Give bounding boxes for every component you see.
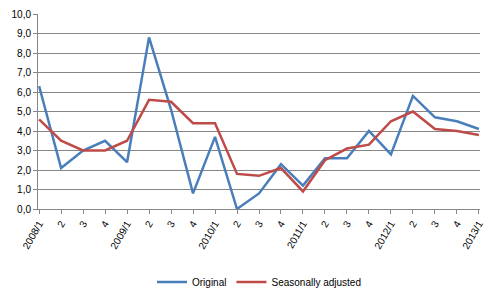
svg-text:10,0: 10,0 xyxy=(12,9,32,20)
svg-text:2: 2 xyxy=(231,219,244,230)
svg-text:4: 4 xyxy=(363,219,376,230)
svg-text:2013/1: 2013/1 xyxy=(460,219,485,251)
svg-text:6,0: 6,0 xyxy=(17,87,31,98)
svg-text:2: 2 xyxy=(143,219,156,230)
svg-text:2: 2 xyxy=(319,219,332,230)
svg-text:2010/1: 2010/1 xyxy=(196,219,221,251)
svg-text:2011/1: 2011/1 xyxy=(285,219,310,251)
svg-text:2012/1: 2012/1 xyxy=(372,219,397,251)
svg-text:3: 3 xyxy=(253,219,266,230)
svg-text:5,0: 5,0 xyxy=(17,106,31,117)
svg-text:9,0: 9,0 xyxy=(17,28,31,39)
svg-text:4: 4 xyxy=(99,219,112,230)
svg-text:4,0: 4,0 xyxy=(17,126,31,137)
svg-text:2009/1: 2009/1 xyxy=(108,219,133,251)
svg-text:8,0: 8,0 xyxy=(17,48,31,59)
svg-text:7,0: 7,0 xyxy=(17,67,31,78)
svg-text:1,0: 1,0 xyxy=(17,184,31,195)
svg-text:3: 3 xyxy=(165,219,178,230)
svg-text:0,0: 0,0 xyxy=(17,204,31,215)
svg-text:2008/1: 2008/1 xyxy=(20,219,45,251)
svg-text:2: 2 xyxy=(407,219,420,230)
svg-text:3: 3 xyxy=(77,219,90,230)
svg-text:2,0: 2,0 xyxy=(17,165,31,176)
svg-text:4: 4 xyxy=(451,219,464,230)
svg-text:3: 3 xyxy=(341,219,354,230)
svg-text:3,0: 3,0 xyxy=(17,145,31,156)
svg-text:Original: Original xyxy=(192,277,226,288)
svg-text:3: 3 xyxy=(429,219,442,230)
svg-text:4: 4 xyxy=(187,219,200,230)
svg-text:Seasonally adjusted: Seasonally adjusted xyxy=(271,277,361,288)
svg-text:4: 4 xyxy=(275,219,288,230)
svg-text:2: 2 xyxy=(55,219,68,230)
